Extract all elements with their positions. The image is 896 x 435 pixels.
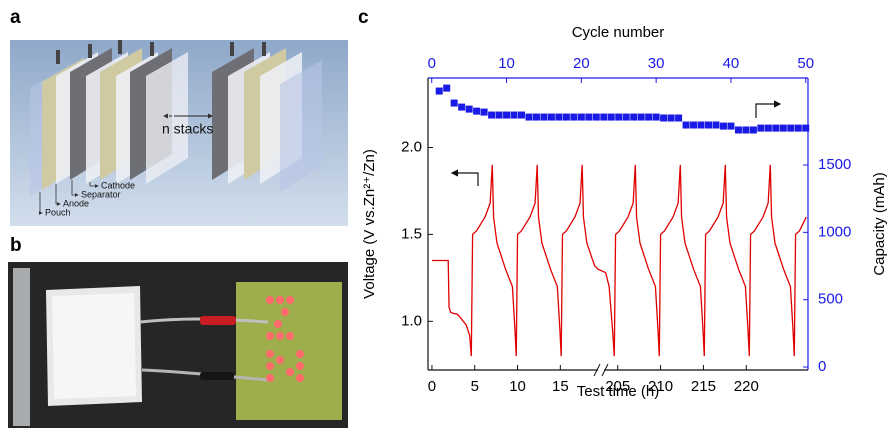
data-point <box>652 113 660 121</box>
stack-label: n stacks <box>162 121 213 137</box>
data-point <box>480 108 488 116</box>
data-point <box>600 113 608 121</box>
data-point <box>547 113 555 121</box>
data-point <box>503 111 511 119</box>
y2-tick-label: 1500 <box>818 156 851 173</box>
data-point <box>488 111 496 119</box>
x-tick-label: 10 <box>509 378 526 395</box>
y2-tick-label: 500 <box>818 291 843 308</box>
data-point <box>473 107 481 115</box>
data-point <box>697 121 705 129</box>
data-point <box>562 113 570 121</box>
x2-tick-label: 0 <box>428 55 436 72</box>
x2-tick-label: 30 <box>648 55 665 72</box>
data-point <box>727 122 735 130</box>
data-point <box>749 126 757 134</box>
x2-tick-label: 40 <box>723 55 740 72</box>
data-point <box>465 105 473 113</box>
x-tick-label: 210 <box>648 378 673 395</box>
x-tick-label: 215 <box>691 378 716 395</box>
data-point <box>794 124 802 132</box>
y2-axis-label: Capacity (mAh) <box>871 172 888 275</box>
annotation: Cathode <box>101 180 135 190</box>
x-axis-label: Test time (h) <box>577 383 660 400</box>
data-point <box>779 124 787 132</box>
data-point <box>518 111 526 119</box>
data-point <box>585 113 593 121</box>
data-point <box>450 99 458 107</box>
data-point <box>540 113 548 121</box>
data-point <box>607 113 615 121</box>
data-point <box>435 87 443 95</box>
y-tick-label: 1.0 <box>401 312 422 329</box>
data-point <box>787 124 795 132</box>
data-point <box>682 121 690 129</box>
annotation: Pouch <box>45 207 71 217</box>
x2-tick-label: 10 <box>498 55 515 72</box>
x-tick-label: 220 <box>734 378 759 395</box>
annotation: Separator <box>81 189 121 199</box>
data-point <box>645 113 653 121</box>
data-point <box>734 126 742 134</box>
data-point <box>742 126 750 134</box>
data-point <box>690 121 698 129</box>
data-point <box>772 124 780 132</box>
data-point <box>525 113 533 121</box>
data-point <box>592 113 600 121</box>
data-point <box>764 124 772 132</box>
y-tick-label: 1.5 <box>401 225 422 242</box>
panel-letter: a <box>10 7 21 28</box>
data-point <box>675 114 683 122</box>
data-point <box>532 113 540 121</box>
x2-tick-label: 20 <box>573 55 590 72</box>
data-point <box>630 113 638 121</box>
y-axis-label: Voltage (V vs.Zn²⁺/Zn) <box>361 149 378 299</box>
x-tick-label: 205 <box>605 378 630 395</box>
plot-area <box>427 77 809 377</box>
panel-letter: b <box>10 235 22 256</box>
x-tick-label: 15 <box>552 378 569 395</box>
data-point <box>719 122 727 130</box>
data-point <box>510 111 518 119</box>
data-point <box>757 124 765 132</box>
data-point <box>443 84 451 92</box>
cell-photo <box>8 262 348 428</box>
x2-tick-label: 50 <box>797 55 814 72</box>
data-point <box>667 114 675 122</box>
data-point <box>495 111 503 119</box>
x-tick-label: 5 <box>471 378 479 395</box>
data-point <box>458 103 466 111</box>
cell-diagram <box>10 40 348 226</box>
data-point <box>570 113 578 121</box>
data-point <box>802 124 810 132</box>
data-point <box>555 113 563 121</box>
panel-letter: c <box>358 7 369 28</box>
data-point <box>705 121 713 129</box>
y-tick-label: 2.0 <box>401 138 422 155</box>
annotation: Anode <box>63 198 89 208</box>
data-point <box>637 113 645 121</box>
y2-tick-label: 1000 <box>818 223 851 240</box>
data-point <box>660 114 668 122</box>
data-point <box>577 113 585 121</box>
data-point <box>622 113 630 121</box>
x-tick-label: 0 <box>428 378 436 395</box>
data-point <box>615 113 623 121</box>
data-point <box>712 121 720 129</box>
y2-tick-label: 0 <box>818 358 826 375</box>
data-line <box>431 164 807 357</box>
x2-axis-label: Cycle number <box>572 24 665 41</box>
